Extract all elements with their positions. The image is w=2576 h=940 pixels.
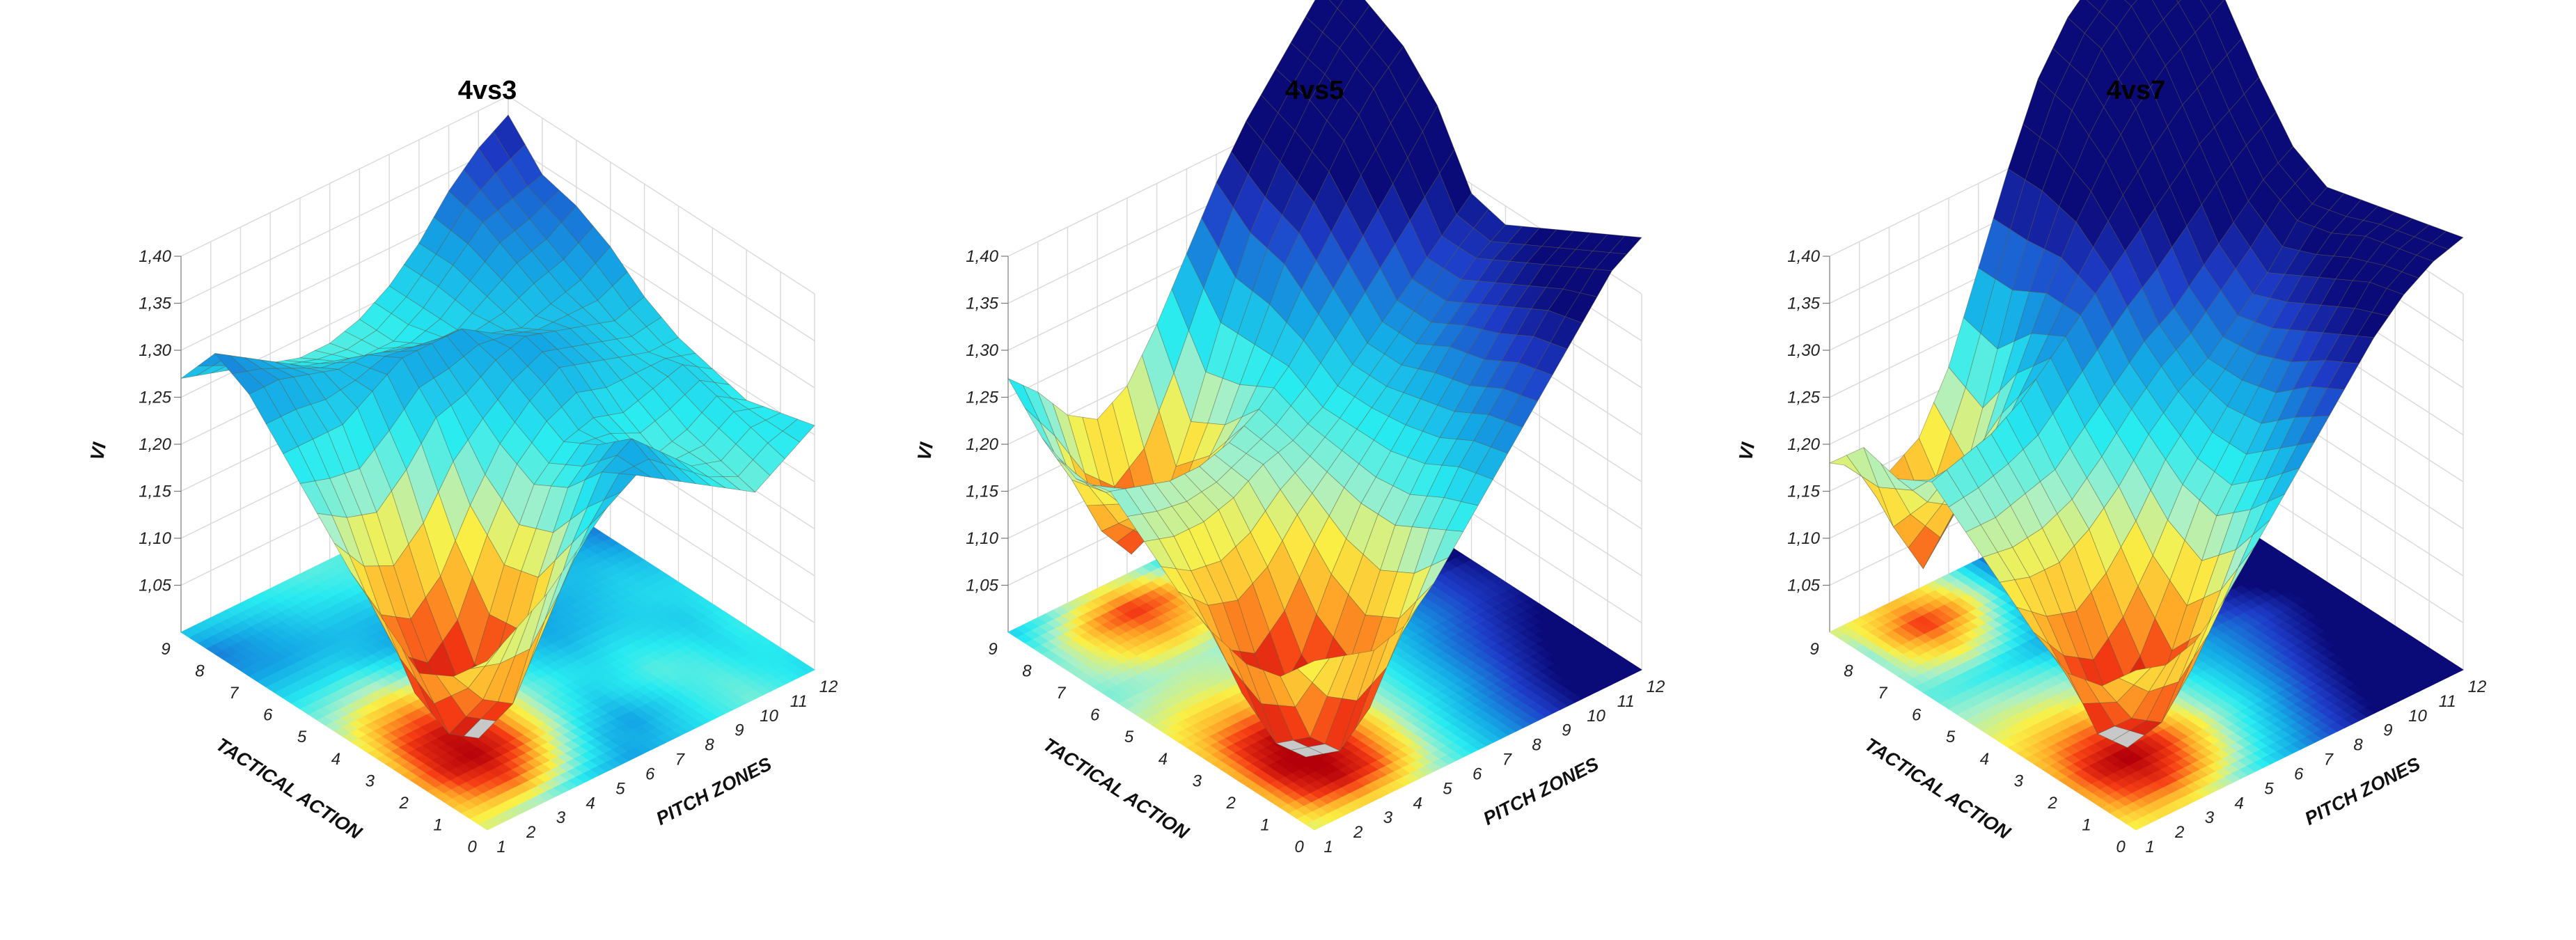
x-tick-label: 1 [433, 815, 442, 834]
x-tick-label: 9 [161, 640, 170, 659]
y-tick-label: 11 [790, 692, 808, 711]
z-axis-title: VI [913, 441, 937, 462]
z-tick-label: 1,05 [139, 577, 171, 595]
y-tick-label: 2 [1353, 823, 1362, 842]
y-tick-label: 5 [615, 779, 625, 798]
x-tick-label: 1 [1260, 815, 1269, 834]
y-tick-label: 1 [496, 838, 505, 856]
y-tick-label: 4 [1413, 794, 1422, 813]
z-tick-label: 1,25 [139, 389, 171, 407]
x-tick-label: 2 [1226, 794, 1236, 813]
z-tick-label: 1,05 [966, 577, 998, 595]
chart-title: 4vs3 [458, 76, 517, 105]
x-tick-label: 0 [1294, 838, 1304, 856]
z-tick-label: 1,15 [139, 483, 171, 501]
z-axis-title: VI [86, 441, 110, 462]
chart-panel-4vs5: 1,051,101,151,201,251,301,351,40VI012345… [913, 0, 1665, 856]
x-tick-label: 4 [1159, 750, 1168, 769]
y-tick-label: 6 [1472, 765, 1482, 783]
y-tick-label: 7 [675, 751, 686, 769]
y-tick-label: 4 [586, 794, 595, 813]
chart-panel-4vs3: 1,051,101,151,201,251,301,351,40VI012345… [86, 76, 838, 856]
y-tick-label: 9 [1562, 721, 1571, 740]
y-tick-label: 12 [1647, 677, 1665, 696]
y-tick-label: 8 [705, 736, 714, 755]
y-tick-label: 5 [1443, 779, 1452, 798]
y-tick-label: 3 [556, 808, 566, 827]
z-tick-label: 1,15 [966, 483, 998, 501]
x-tick-label: 3 [1193, 771, 1202, 790]
x-tick-label: 3 [366, 771, 375, 790]
z-tick-label: 1,30 [139, 341, 171, 360]
x-axis-title: TACTICAL ACTION [212, 734, 366, 843]
z-tick-label: 1,40 [139, 247, 171, 266]
chart-panel-4vs7: 1,051,101,151,201,251,301,351,40VI012345… [1735, 0, 2486, 856]
x-tick-label: 9 [988, 640, 997, 659]
z-tick-label: 1,20 [966, 435, 998, 454]
z-tick-label: 1,30 [966, 341, 998, 360]
z-tick-label: 1,10 [966, 529, 998, 548]
x-tick-label: 4 [331, 750, 340, 769]
z-tick-label: 1,40 [966, 247, 998, 266]
x-tick-label: 6 [263, 706, 273, 725]
x-tick-label: 8 [1022, 662, 1032, 681]
y-tick-label: 12 [819, 677, 838, 696]
x-tick-label: 2 [399, 794, 409, 813]
y-tick-label: 7 [1502, 751, 1513, 769]
y-tick-label: 11 [1617, 692, 1635, 711]
y-tick-label: 2 [526, 823, 535, 842]
x-tick-label: 7 [229, 684, 239, 703]
z-tick-label: 1,35 [966, 295, 998, 313]
y-tick-label: 3 [1383, 808, 1393, 827]
y-tick-label: 8 [1532, 736, 1541, 755]
z-tick-label: 1,25 [966, 389, 998, 407]
x-tick-label: 5 [1124, 728, 1134, 746]
x-tick-label: 7 [1056, 684, 1067, 703]
y-tick-label: 10 [760, 707, 778, 726]
y-tick-label: 6 [645, 765, 655, 783]
y-axis-title: PITCH ZONES [653, 753, 775, 829]
x-tick-label: 8 [195, 662, 205, 681]
y-tick-label: 1 [1324, 838, 1333, 856]
z-tick-label: 1,10 [139, 529, 171, 548]
z-tick-label: 1,20 [139, 435, 171, 454]
z-tick-label: 1,35 [139, 295, 171, 313]
x-tick-label: 5 [297, 728, 307, 746]
y-tick-label: 9 [735, 721, 744, 740]
y-axis-title: PITCH ZONES [1480, 753, 1602, 829]
chart-title: 4vs5 [1285, 76, 1344, 105]
y-tick-label: 10 [1587, 707, 1605, 726]
x-tick-label: 6 [1090, 706, 1100, 725]
x-tick-label: 0 [467, 838, 477, 856]
x-axis-title: TACTICAL ACTION [1039, 734, 1193, 843]
